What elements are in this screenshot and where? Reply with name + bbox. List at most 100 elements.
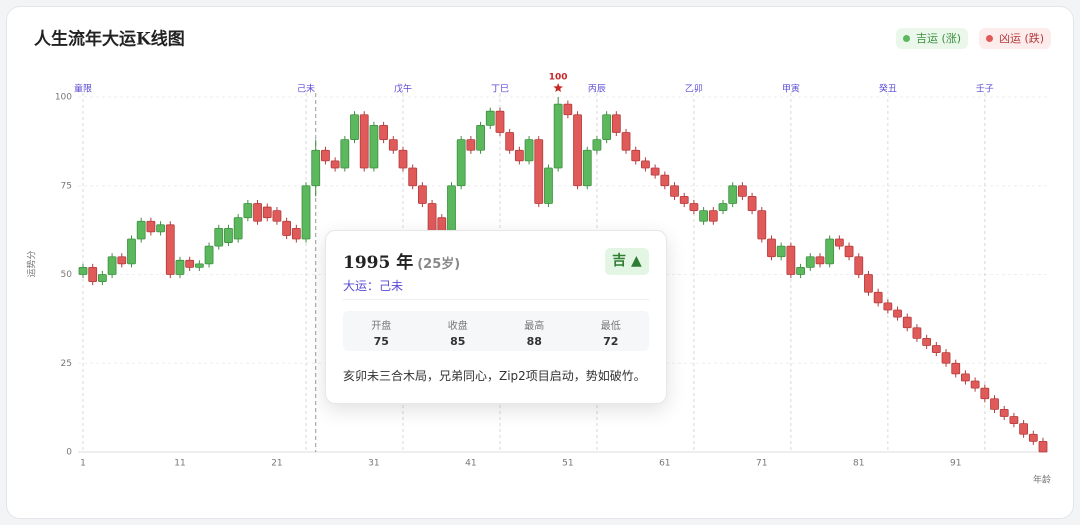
candle — [708, 210, 718, 222]
candle — [621, 132, 631, 151]
tooltip-year: 1995 年 — [343, 253, 414, 273]
tooltip-text: 亥卯未三合木局，兄弟同心，Zip2项目启动，势如破竹。 — [343, 369, 646, 383]
candle — [350, 114, 359, 141]
candle — [476, 125, 485, 151]
candle — [417, 185, 427, 204]
x-tick-label: 1 — [80, 459, 86, 469]
candle — [602, 114, 612, 141]
x-tick-label: 31 — [368, 459, 379, 469]
candle — [311, 149, 321, 187]
tooltip-badge: 吉 ▲ — [605, 248, 649, 275]
candle — [893, 309, 902, 318]
candle — [767, 238, 776, 258]
candle — [127, 238, 136, 265]
peak-star — [553, 83, 563, 92]
stat-value: 72 — [603, 335, 619, 348]
x-tick-label: 51 — [562, 459, 573, 469]
x-tick-label: 81 — [853, 459, 864, 469]
candle — [1009, 416, 1019, 424]
dayun-label: 甲寅 — [782, 83, 800, 95]
candle — [961, 373, 970, 382]
candle — [301, 185, 311, 240]
candle — [272, 210, 282, 222]
candle — [786, 245, 796, 275]
stat-label: 最高 — [524, 321, 545, 332]
tooltip: 1995 年 (25岁) 大运：己未 吉 ▲ 开盘 75 收盘 85 最高 88 最低 7… — [325, 230, 667, 404]
candle — [369, 125, 379, 169]
candle — [883, 302, 893, 311]
x-tick-label: 11 — [174, 459, 185, 469]
x-tick-label: 91 — [950, 459, 961, 469]
dayun-label: 乙卯 — [685, 84, 703, 95]
candle — [718, 203, 728, 211]
candle — [485, 110, 495, 126]
candle — [592, 139, 602, 151]
candle — [631, 149, 641, 162]
legend-up[interactable]: 吉运 (涨) — [896, 28, 969, 49]
stat-value: 85 — [450, 335, 466, 348]
candle — [980, 387, 990, 400]
stat-label: 开盘 — [371, 321, 392, 332]
y-tick-label: 50 — [61, 270, 73, 280]
candle — [573, 114, 582, 187]
candle — [427, 203, 437, 233]
candle — [262, 206, 272, 219]
candle — [563, 103, 573, 116]
y-tick-label: 0 — [66, 448, 72, 458]
candle — [689, 203, 699, 211]
stat: 收盘 85 — [420, 311, 497, 351]
peak-label: 100 — [549, 73, 568, 83]
candle — [534, 139, 544, 204]
candle — [117, 256, 127, 265]
candle — [1038, 440, 1048, 453]
candle — [146, 220, 156, 233]
stat-label: 最低 — [600, 321, 621, 332]
candle — [834, 238, 844, 247]
tooltip-dayun: 大运：己未 — [343, 279, 404, 293]
tooltip-stats: 开盘 75 收盘 85 最高 88 最低 72 — [343, 311, 649, 351]
candle — [737, 185, 747, 197]
candle — [582, 149, 592, 187]
x-tick-label: 71 — [756, 459, 767, 469]
x-tick-label: 41 — [465, 459, 476, 469]
candle — [931, 345, 941, 353]
stat-value: 75 — [373, 335, 389, 348]
candle — [194, 263, 204, 268]
separator — [343, 299, 649, 300]
dayun-label: 癸丑 — [879, 83, 897, 95]
candle — [524, 139, 534, 162]
candle — [815, 256, 825, 265]
candle — [650, 167, 660, 176]
candle — [970, 380, 980, 389]
candle — [825, 238, 835, 265]
candle — [922, 337, 932, 346]
candle — [1028, 433, 1038, 442]
candle — [340, 139, 350, 169]
candle — [379, 125, 389, 141]
candle — [204, 245, 214, 265]
x-tick-label: 61 — [659, 459, 670, 469]
stat: 最高 88 — [496, 311, 573, 351]
chart-title: 人生流年大运K线图 — [34, 29, 185, 50]
candle — [136, 220, 146, 240]
candle — [78, 266, 88, 275]
candle — [466, 139, 476, 151]
y-tick-label: 25 — [61, 359, 72, 369]
candle — [951, 362, 961, 375]
legend-down[interactable]: 凶运 (跌) — [979, 28, 1052, 49]
candle — [359, 114, 369, 169]
candle — [699, 210, 709, 222]
candle — [388, 139, 398, 151]
candle — [611, 114, 621, 133]
candle — [990, 398, 999, 410]
candle — [757, 210, 767, 240]
candle — [544, 167, 553, 204]
dayun-label: 丁巳 — [491, 84, 509, 95]
candle — [553, 103, 563, 169]
candle — [844, 245, 854, 258]
dayun-label: 丙辰 — [588, 84, 606, 95]
stat: 开盘 75 — [343, 311, 420, 351]
candle — [854, 256, 864, 275]
stat: 最低 72 — [573, 311, 650, 351]
